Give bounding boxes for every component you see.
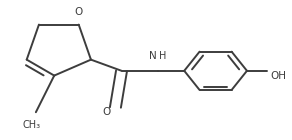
- Text: O: O: [103, 107, 111, 117]
- Text: H: H: [159, 52, 166, 61]
- Text: N: N: [149, 52, 157, 61]
- Text: OH: OH: [270, 71, 286, 81]
- Text: O: O: [74, 7, 83, 17]
- Text: CH₃: CH₃: [22, 120, 40, 130]
